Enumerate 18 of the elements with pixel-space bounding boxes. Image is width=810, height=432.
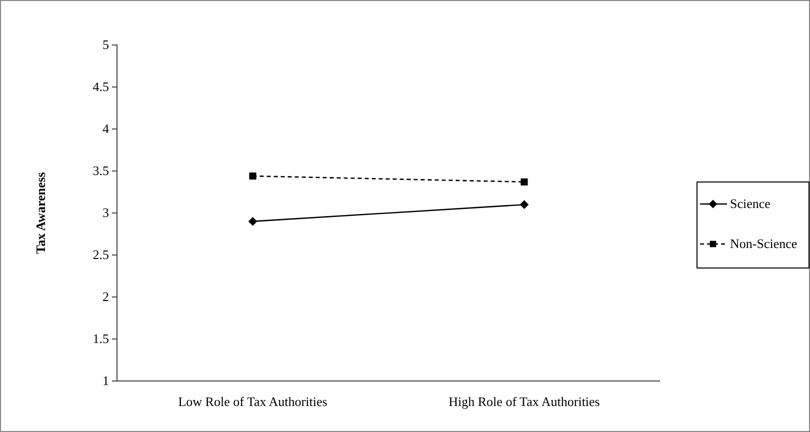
legend-label: Non-Science — [730, 236, 798, 251]
y-tick-label: 3.5 — [92, 163, 109, 178]
y-tick-label: 5 — [102, 37, 109, 52]
point — [248, 216, 258, 226]
y-tick-label: 3 — [102, 205, 109, 220]
y-tick-label: 1 — [102, 373, 109, 388]
legend-label: Science — [730, 196, 771, 211]
point — [249, 172, 256, 180]
x-tick-label: Low Role of Tax Authorities — [178, 394, 328, 409]
y-tick-label: 2 — [102, 289, 109, 304]
y-tick-label: 4 — [102, 121, 110, 136]
point — [520, 200, 529, 210]
y-tick-label: 2.5 — [92, 247, 109, 262]
y-tick-label: 4.5 — [92, 79, 109, 94]
point — [520, 178, 528, 186]
x-tick-label: High Role of Tax Authorities — [448, 394, 600, 409]
y-tick-label: 1.5 — [92, 331, 109, 346]
y-axis-title: Tax Awareness — [33, 172, 48, 254]
